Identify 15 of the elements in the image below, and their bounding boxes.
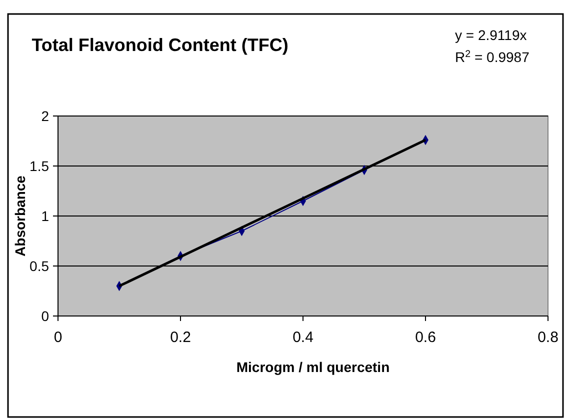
y-axis-title: Absorbance [12,175,28,256]
text: y = 2.9119x [455,27,527,43]
y-tick-label: 2 [41,108,50,124]
text: R$^{2}$ = 0.9987 [455,48,530,65]
y-tick-label: 0.5 [30,258,50,274]
x-tick-label: 0 [54,329,62,346]
y-tick-label: 1 [41,208,50,224]
x-tick-label: 0.8 [538,329,558,346]
x-tick-label: 0.2 [170,329,191,346]
x-tick-label: 0.6 [415,329,436,346]
y-tick-label: 1.5 [30,158,50,174]
y-tick-label: 0 [41,308,50,324]
x-axis-title: Microgm / ml quercetin [236,359,390,375]
x-tick-label: 0.4 [292,329,314,346]
chart-title: Total Flavonoid Content (TFC) [32,35,288,55]
